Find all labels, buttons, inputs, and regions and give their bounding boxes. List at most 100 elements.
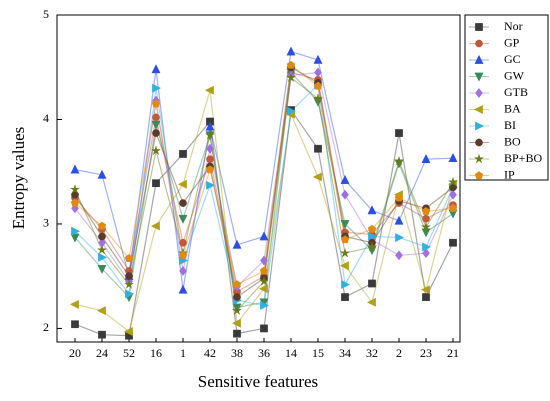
x-tick-label: 42 <box>204 346 216 360</box>
data-point <box>232 280 242 289</box>
data-point <box>341 189 349 200</box>
data-point <box>285 72 297 83</box>
x-tick-label: 38 <box>231 346 243 360</box>
data-point <box>96 244 108 255</box>
data-point <box>152 179 160 188</box>
data-point <box>71 226 81 236</box>
data-point <box>448 203 458 212</box>
data-point <box>233 329 241 338</box>
data-point <box>259 266 269 275</box>
data-point <box>125 289 135 299</box>
data-point <box>340 220 350 230</box>
data-point <box>395 129 403 137</box>
legend-swatch-marker <box>475 138 483 147</box>
x-tick-label: 14 <box>285 346 297 360</box>
data-point <box>286 46 296 56</box>
data-point <box>421 206 431 215</box>
legend-label: Nor <box>504 19 523 33</box>
data-point <box>178 284 188 294</box>
x-tick-label: 16 <box>150 346 162 360</box>
data-point <box>150 221 160 231</box>
data-point <box>231 305 243 316</box>
data-point <box>123 279 135 289</box>
data-point <box>422 248 430 259</box>
data-point <box>260 324 268 333</box>
data-point <box>422 293 430 301</box>
data-point <box>124 254 134 262</box>
data-point <box>152 83 162 93</box>
data-point <box>312 93 324 104</box>
data-point <box>152 113 160 122</box>
data-point <box>152 129 160 137</box>
x-tick-label: 34 <box>339 346 351 360</box>
data-point <box>393 155 405 166</box>
legend-label: IP <box>504 167 515 181</box>
legend-swatch-marker <box>473 153 485 164</box>
data-point <box>368 231 378 241</box>
y-axis-title: Entropy values <box>9 127 28 229</box>
legend-label: BA <box>504 101 521 115</box>
data-point <box>420 221 432 232</box>
y-tick-label: 5 <box>43 7 49 21</box>
data-point <box>206 155 214 164</box>
data-point <box>395 250 403 261</box>
data-point <box>150 145 162 156</box>
x-tick-label: 15 <box>312 346 324 360</box>
data-point <box>97 169 107 179</box>
data-point <box>178 250 188 259</box>
legend-swatch-marker <box>474 54 484 64</box>
data-point <box>69 299 79 309</box>
data-point <box>367 205 377 215</box>
data-point <box>367 224 377 233</box>
data-point <box>313 81 323 90</box>
data-point <box>447 176 459 187</box>
data-point <box>421 228 431 238</box>
data-point <box>70 198 80 207</box>
data-point <box>70 164 80 174</box>
data-point <box>71 320 79 329</box>
data-point <box>125 272 133 281</box>
data-point <box>395 233 405 243</box>
data-point <box>312 172 322 182</box>
x-tick-label: 32 <box>366 346 378 360</box>
data-point <box>151 120 161 130</box>
x-tick-label: 24 <box>96 346 108 360</box>
data-point <box>179 150 187 158</box>
data-point <box>179 199 187 207</box>
data-point <box>231 318 241 328</box>
x-tick-label: 20 <box>69 346 81 360</box>
y-tick-label: 3 <box>43 216 49 230</box>
data-point <box>366 241 378 252</box>
data-point <box>206 180 216 190</box>
x-tick-label: 23 <box>420 346 432 360</box>
data-point <box>206 143 214 154</box>
data-point <box>420 285 430 295</box>
x-axis-title: Sensitive features <box>198 372 318 391</box>
data-point <box>421 154 431 164</box>
x-tick-label: 52 <box>123 346 135 360</box>
data-point <box>287 106 297 116</box>
legend-label: GP <box>504 35 520 49</box>
data-point <box>339 247 351 258</box>
legend-label: GW <box>504 68 525 82</box>
data-point <box>70 233 80 243</box>
data-point <box>448 152 458 162</box>
legend-label: BP+BO <box>504 151 542 165</box>
legend-label: BO <box>504 134 521 148</box>
data-point <box>341 293 349 301</box>
data-point <box>366 297 376 307</box>
y-tick-label: 2 <box>43 320 49 334</box>
data-point <box>394 193 404 202</box>
x-tick-label: 36 <box>258 346 270 360</box>
data-point <box>98 330 106 339</box>
data-point <box>258 284 268 294</box>
data-point <box>233 293 241 301</box>
x-tick-label: 1 <box>180 346 186 360</box>
legend-swatch-marker <box>475 87 483 99</box>
x-tick-label: 21 <box>447 346 459 360</box>
data-point <box>314 144 322 153</box>
data-point <box>422 214 430 223</box>
data-point <box>449 189 457 200</box>
data-point <box>339 261 349 271</box>
data-point <box>97 265 107 275</box>
